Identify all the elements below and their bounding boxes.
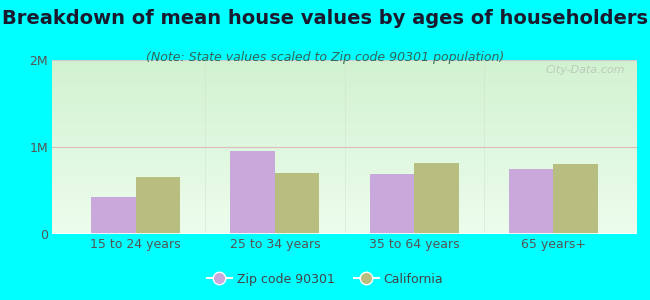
Bar — [136, 178, 180, 234]
Legend: Zip code 90301, California: Zip code 90301, California — [202, 268, 448, 291]
Bar — [414, 163, 459, 234]
Text: (Note: State values scaled to Zip code 90301 population): (Note: State values scaled to Zip code 9… — [146, 51, 504, 64]
Bar — [370, 174, 414, 234]
Bar — [275, 173, 319, 234]
Bar — [230, 152, 275, 234]
Bar — [91, 196, 136, 234]
Bar — [509, 169, 553, 234]
Bar — [553, 164, 598, 234]
Text: City-Data.com: City-Data.com — [546, 65, 625, 75]
Text: Breakdown of mean house values by ages of householders: Breakdown of mean house values by ages o… — [2, 9, 648, 28]
